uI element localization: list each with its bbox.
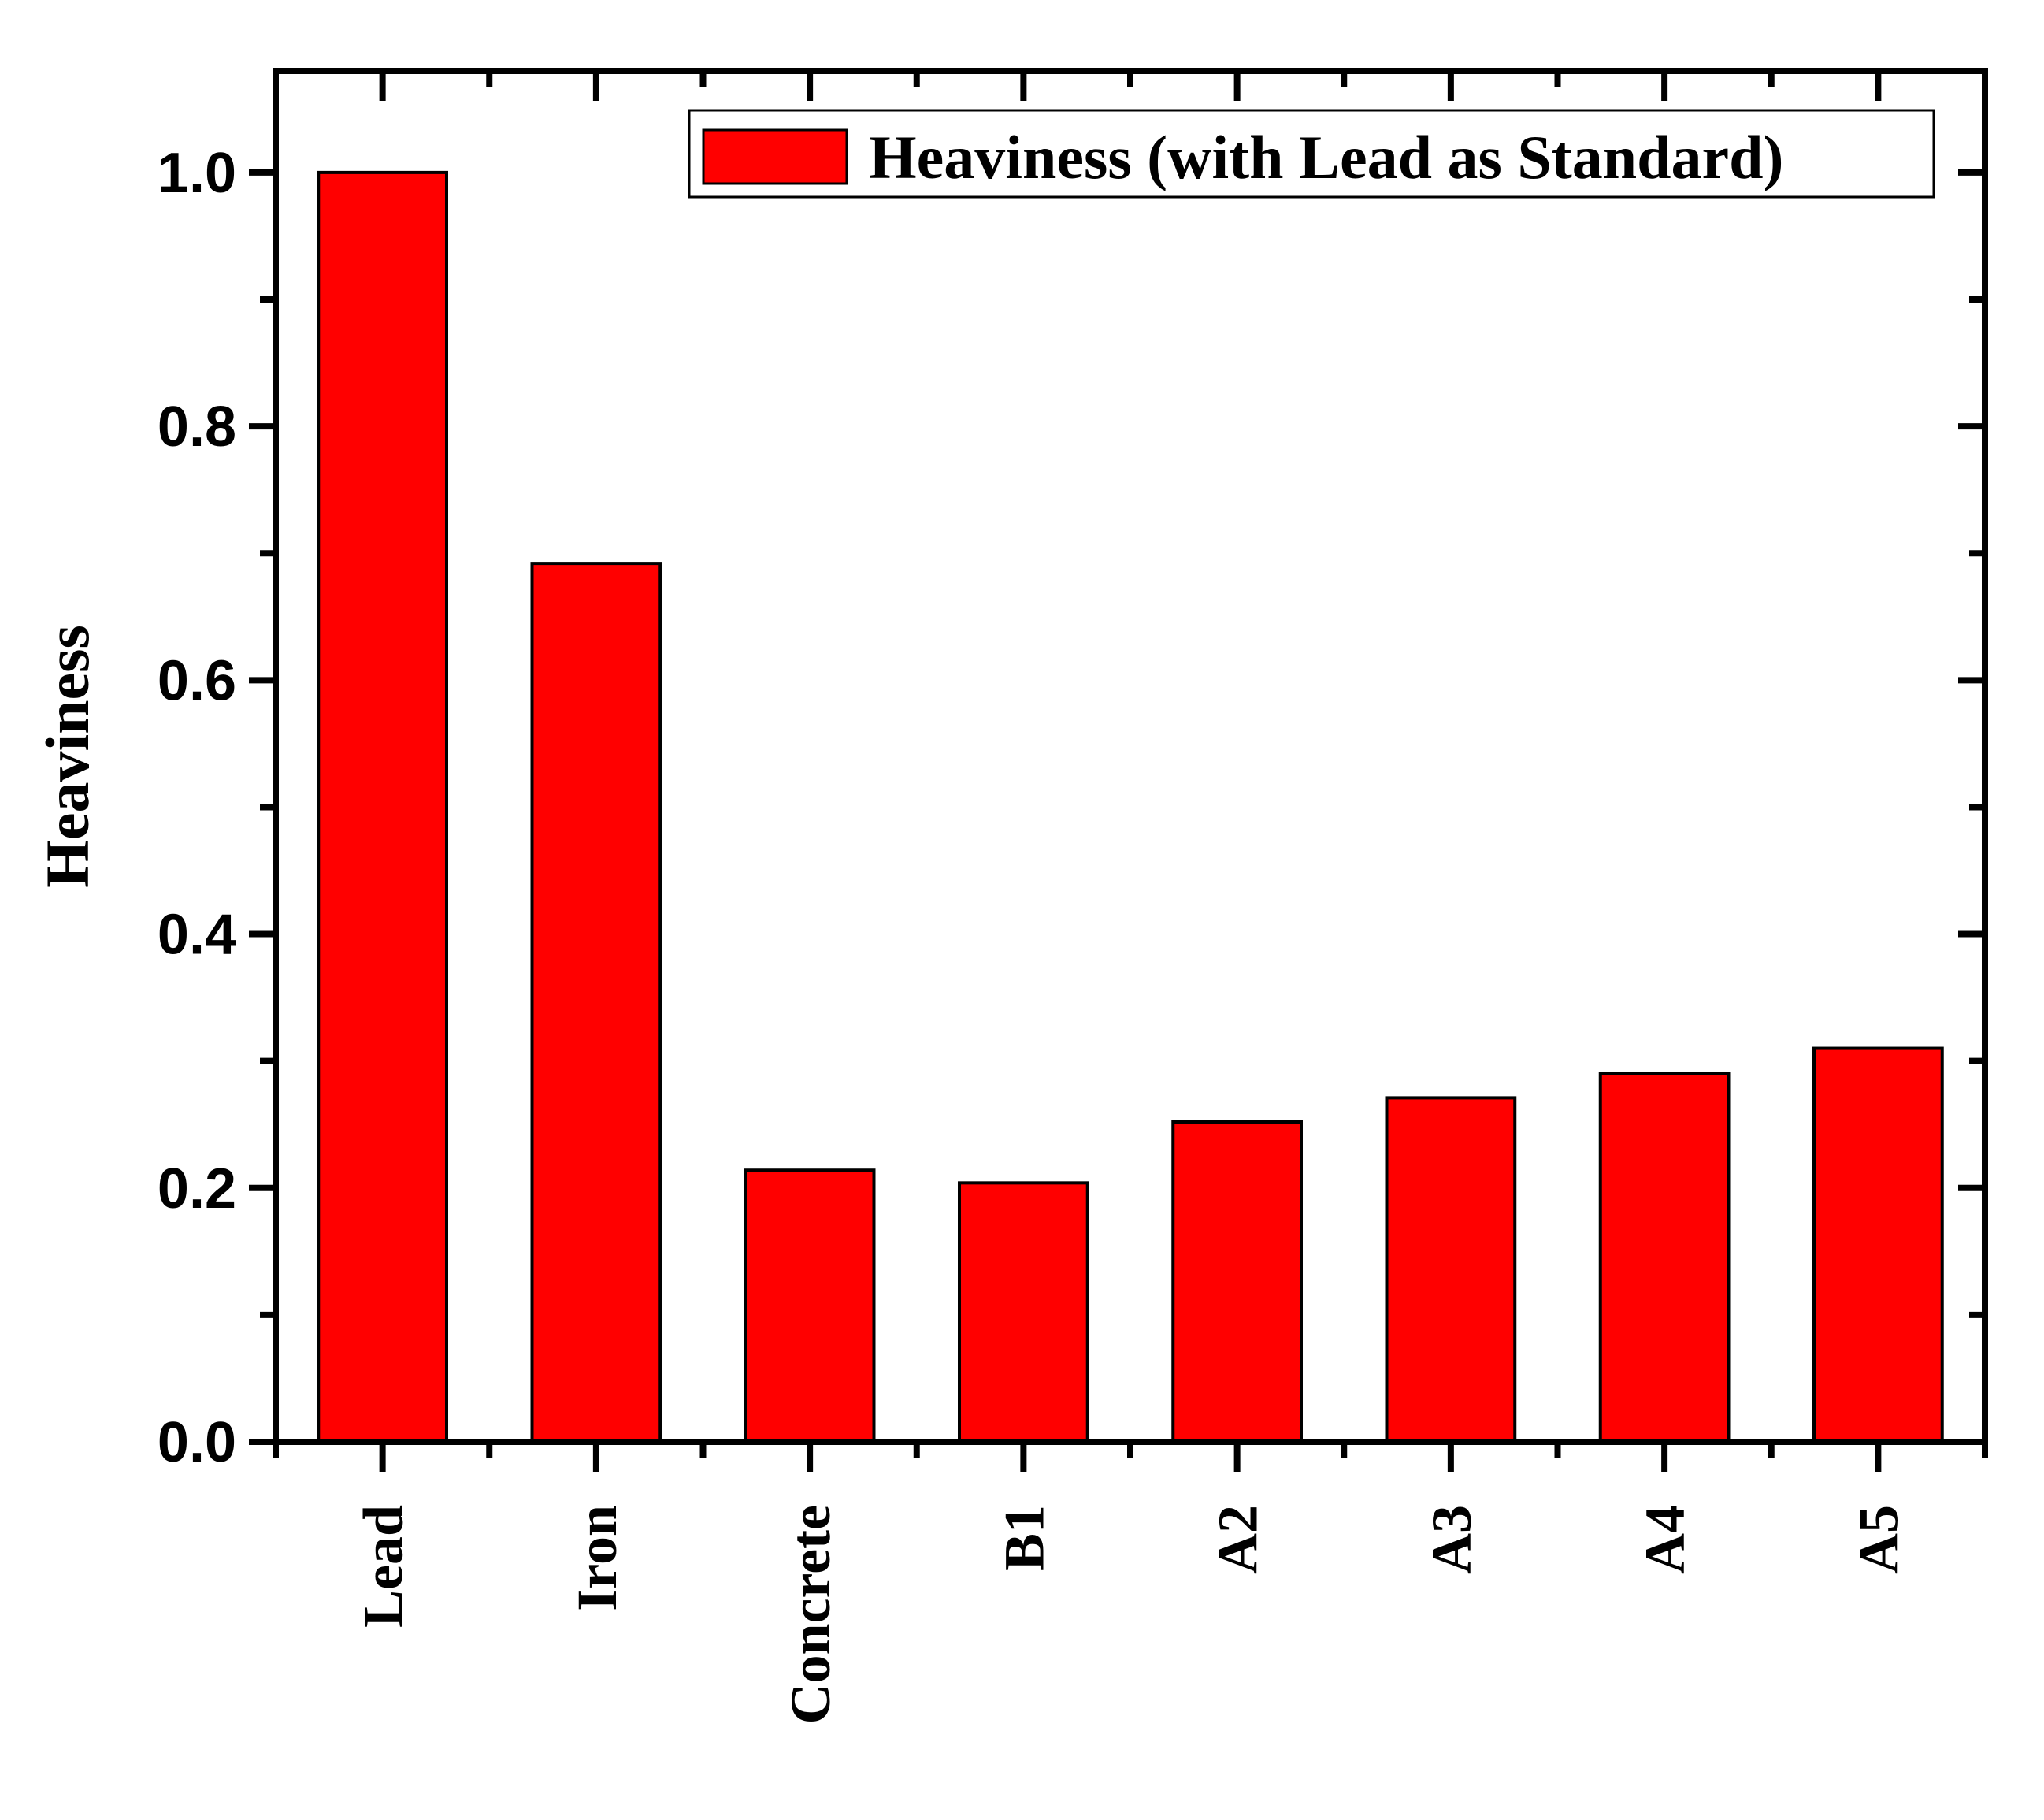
legend-label: Heaviness (with Lead as Standard) bbox=[869, 123, 1783, 191]
y-tick-label: 0.6 bbox=[158, 649, 236, 712]
x-category-label: A3 bbox=[1420, 1505, 1483, 1574]
x-category-label: Lead bbox=[352, 1505, 415, 1628]
x-category-label: Iron bbox=[566, 1505, 629, 1611]
y-tick-label: 0.0 bbox=[158, 1411, 236, 1474]
y-axis-title: Heaviness bbox=[33, 625, 102, 888]
y-tick-labels: 0.0 0.2 0.4 0.6 0.8 1.0 bbox=[158, 142, 236, 1474]
y-tick-label: 0.2 bbox=[158, 1157, 236, 1220]
bar-concrete bbox=[744, 1168, 876, 1443]
x-category-label: A5 bbox=[1847, 1505, 1910, 1574]
bar-a4 bbox=[1598, 1072, 1731, 1444]
bars-group bbox=[317, 170, 1944, 1444]
x-category-label: Concrete bbox=[779, 1505, 842, 1725]
y-tick-label: 0.8 bbox=[158, 396, 236, 459]
bar-b1 bbox=[958, 1181, 1089, 1444]
legend-box bbox=[688, 109, 1935, 199]
legend-swatch bbox=[702, 128, 848, 185]
bar-iron bbox=[530, 562, 662, 1443]
x-category-label: A2 bbox=[1207, 1505, 1270, 1574]
x-category-labels: Lead Iron Concrete B1 A2 A3 A4 A5 bbox=[352, 1505, 1911, 1725]
bar-lead bbox=[317, 170, 448, 1443]
x-category-label: B1 bbox=[992, 1505, 1055, 1571]
y-tick-label: 0.4 bbox=[158, 904, 236, 967]
plot-frame bbox=[273, 68, 1988, 1445]
bar-a2 bbox=[1171, 1120, 1303, 1443]
bar-a5 bbox=[1812, 1046, 1944, 1443]
bar-a3 bbox=[1385, 1096, 1517, 1444]
x-category-label: A4 bbox=[1634, 1505, 1697, 1574]
legend: Heaviness (with Lead as Standard) bbox=[688, 109, 1935, 199]
y-tick-label: 1.0 bbox=[158, 142, 236, 205]
